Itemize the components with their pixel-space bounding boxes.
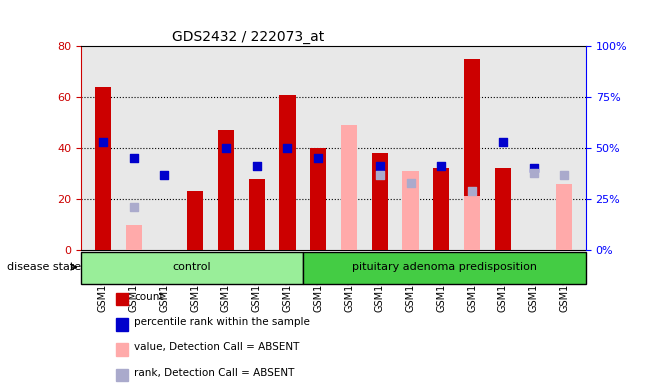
Point [374, 172, 385, 178]
Bar [495, 169, 511, 250]
Point [559, 172, 570, 178]
Point [98, 139, 108, 145]
Point [406, 180, 416, 186]
Point [374, 163, 385, 169]
Text: control: control [173, 262, 212, 272]
Point [467, 188, 477, 194]
Bar [116, 293, 128, 305]
Point [128, 204, 139, 210]
Bar [187, 191, 203, 250]
Bar [116, 343, 128, 356]
Bar [433, 169, 449, 250]
Text: percentile rank within the sample: percentile rank within the sample [134, 317, 311, 327]
Point [529, 169, 539, 175]
Bar [116, 369, 128, 381]
Bar [310, 148, 326, 250]
FancyBboxPatch shape [303, 252, 586, 284]
Point [251, 163, 262, 169]
Point [283, 145, 293, 151]
Bar [249, 179, 265, 250]
Text: pituitary adenoma predisposition: pituitary adenoma predisposition [352, 262, 537, 272]
Point [221, 145, 231, 151]
Point [313, 155, 324, 161]
Bar [116, 318, 128, 331]
Bar [557, 184, 572, 250]
Bar [402, 171, 419, 250]
FancyBboxPatch shape [81, 252, 303, 284]
Bar [402, 171, 419, 250]
Bar [95, 87, 111, 250]
Text: rank, Detection Call = ABSENT: rank, Detection Call = ABSENT [134, 367, 295, 377]
Bar [372, 153, 388, 250]
Text: GDS2432 / 222073_at: GDS2432 / 222073_at [172, 30, 324, 44]
Text: disease state: disease state [7, 262, 81, 272]
Text: count: count [134, 292, 164, 302]
Bar [126, 225, 142, 250]
Bar [464, 59, 480, 250]
Point [436, 163, 447, 169]
Text: value, Detection Call = ABSENT: value, Detection Call = ABSENT [134, 343, 299, 353]
Bar [341, 125, 357, 250]
Point [497, 139, 508, 145]
Bar [464, 197, 480, 250]
Point [159, 172, 170, 178]
Bar [279, 94, 296, 250]
Bar [218, 130, 234, 250]
Point [128, 155, 139, 161]
Point [529, 166, 539, 172]
